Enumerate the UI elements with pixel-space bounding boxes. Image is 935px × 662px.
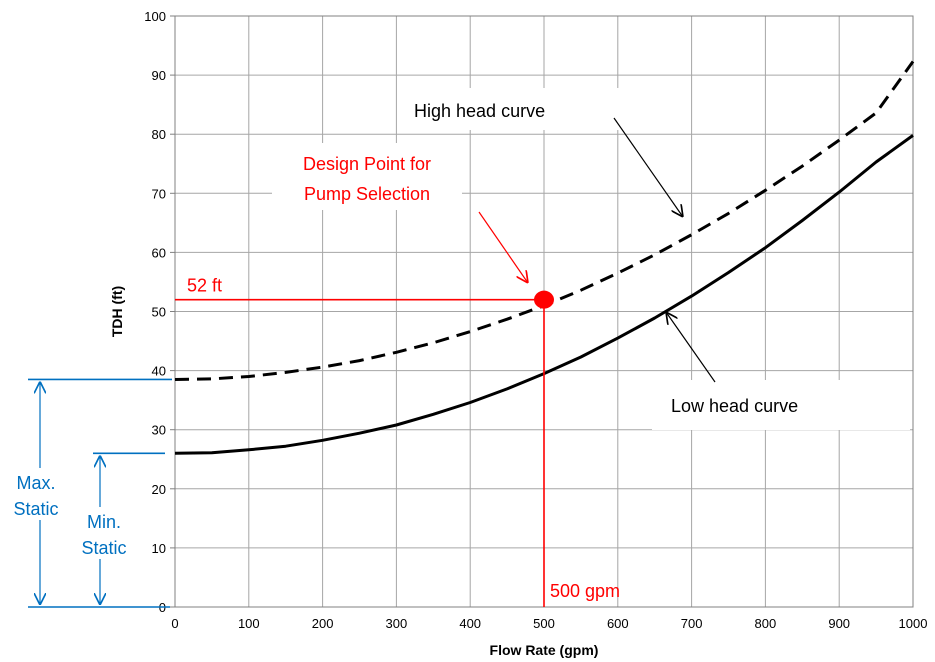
design-point-title-line2: Pump Selection (304, 184, 430, 204)
design-flow-label: 500 gpm (550, 581, 620, 601)
y-tick-label: 90 (152, 68, 166, 83)
design-point-title-box (272, 143, 462, 210)
design-head-label: 52 ft (187, 276, 222, 296)
y-tick-label: 20 (152, 482, 166, 497)
x-tick-label: 1000 (899, 616, 928, 631)
low-head-label-box (652, 380, 910, 430)
x-tick-label: 300 (386, 616, 408, 631)
x-tick-label: 100 (238, 616, 260, 631)
y-tick-label: 80 (152, 127, 166, 142)
x-tick-label: 500 (533, 616, 555, 631)
tick-labels: 0100200300400500600700800900100001020304… (144, 9, 927, 631)
x-tick-label: 600 (607, 616, 629, 631)
design-point-title-line1: Design Point for (303, 154, 431, 174)
min-static-label-line1: Min. (87, 512, 121, 532)
high-head-arrow (613, 117, 683, 217)
design-point-marker (534, 290, 554, 309)
x-tick-label: 800 (755, 616, 777, 631)
y-tick-label: 100 (144, 9, 166, 24)
max-static-label-line1: Max. (16, 473, 55, 493)
y-tick-label: 60 (152, 245, 166, 260)
x-tick-label: 200 (312, 616, 334, 631)
min-static-label-line2: Static (81, 538, 126, 558)
y-tick-label: 40 (152, 364, 166, 379)
x-tick-label: 400 (459, 616, 481, 631)
design-point-arrow (478, 211, 528, 283)
y-tick-label: 10 (152, 541, 166, 556)
high-head-label: High head curve (414, 101, 545, 121)
x-tick-label: 900 (828, 616, 850, 631)
design-point-group: 52 ft 500 gpm (175, 276, 620, 607)
low-head-arrow (666, 312, 716, 383)
max-static-label-line2: Static (13, 499, 58, 519)
y-tick-label: 50 (152, 305, 166, 320)
max-static-label-box (2, 468, 74, 520)
annotations: Design Point for Pump Selection High head … (2, 88, 910, 559)
y-axis-label: TDH (ft) (109, 286, 125, 337)
y-tick-label: 70 (152, 186, 166, 201)
x-axis-label: Flow Rate (gpm) (490, 642, 599, 658)
x-tick-label: 0 (171, 616, 178, 631)
high-head-label-box (398, 88, 630, 130)
low-head-label: Low head curve (671, 396, 798, 416)
y-tick-label: 30 (152, 423, 166, 438)
min-static-label-box (74, 507, 142, 559)
x-tick-label: 700 (681, 616, 703, 631)
